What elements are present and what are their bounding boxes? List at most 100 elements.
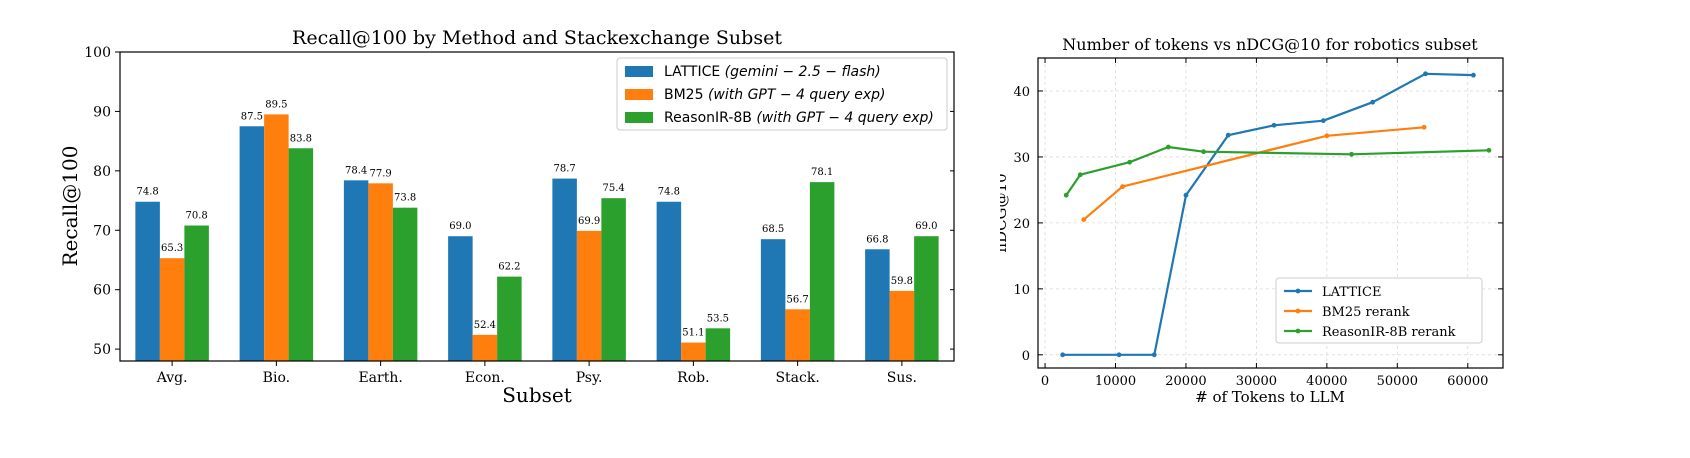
bar-value-label: 52.4 [474,320,496,331]
legend-swatch [625,89,653,100]
line-point-bm25-rerank [1421,124,1427,130]
line-legend-frame [1275,277,1483,344]
bar-lattice [239,126,265,362]
bar-value-label: 74.8 [658,187,680,198]
line-legend-label: ReasonIR-8B rerank [1322,325,1456,340]
bar-reasonir-8b [914,236,939,361]
bar-bm25 [576,230,602,361]
bar-lattice [448,236,473,361]
bar-x-tick-label: Earth. [358,370,402,386]
bar-value-label: 59.8 [891,276,913,287]
bar-reasonir-8b [184,225,209,361]
bar-lattice [865,249,890,361]
bar-value-label: 73.8 [394,193,416,204]
line-point-reasonir-8b-rerank [1201,149,1206,155]
bar-lattice [656,201,682,361]
bar-x-tick-label: Sus. [887,370,917,386]
line-point-reasonir-8b-rerank [1349,151,1354,157]
line-legend-marker [1295,288,1301,294]
line-point-lattice [1060,352,1066,358]
bar-x-axis-label: Subset [502,383,572,407]
bar-value-label: 78.1 [811,167,833,178]
bar-value-label: 66.8 [866,234,888,245]
bar-reasonir-8b [288,148,314,361]
line-point-bm25-rerank [1324,133,1330,139]
line-legend-marker [1295,328,1301,334]
line-y-tick-label: 40 [1013,85,1030,100]
line-series-reasonir-8b-rerank [1065,145,1489,196]
line-point-lattice [1183,192,1189,198]
bar-y-tick-label: 100 [84,45,111,61]
bar-value-label: 77.9 [369,168,391,179]
line-point-lattice [1151,352,1157,358]
bar-bm25 [472,334,498,361]
legend-swatch [625,66,653,77]
bar-value-label: 69.0 [449,221,471,232]
bar-bm25 [889,290,915,361]
bar-x-tick-label: Stack. [775,370,819,386]
line-chart-title: Number of tokens vs nDCG@10 for robotics… [1062,35,1478,54]
line-series-bm25-rerank [1083,126,1425,221]
line-x-tick-label: 30000 [1236,374,1277,389]
bar-y-axis-label: Recall@100 [58,146,82,267]
line-point-reasonir-8b-rerank [1077,172,1083,178]
line-y-tick-label: 20 [1013,217,1030,232]
line-y-axis-label: nDCG@10 [1000,173,1010,252]
bar-x-tick-label: Rob. [677,370,709,386]
bar-value-label: 74.8 [136,187,158,198]
bar-bm25 [785,309,810,361]
line-point-lattice [1225,132,1231,138]
legend-label: ReasonIR-8B (with GPT − 4 query exp) [664,110,934,126]
bar-x-tick-label: Psy. [576,370,603,386]
bar-bm25 [368,183,393,361]
line-point-lattice [1116,352,1122,358]
line-point-lattice [1471,72,1476,78]
legend-swatch [625,112,653,123]
line-y-tick-label: 30 [1013,151,1030,166]
line-point-bm25-rerank [1120,184,1125,190]
line-legend-marker [1295,308,1301,314]
bar-x-tick-label: Bio. [263,370,290,386]
line-point-reasonir-8b-rerank [1486,147,1492,153]
bar-value-label: 68.5 [762,224,784,235]
bar-y-tick-label: 70 [93,223,111,239]
line-legend: LATTICE BM25 rerank ReasonIR-8B rerank [1275,277,1483,344]
bar-lattice [552,178,577,361]
line-legend-label: LATTICE [1322,285,1381,300]
bar-reasonir-8b [705,328,731,361]
line-point-reasonir-8b-rerank [1127,159,1132,165]
legend-label: BM25 (with GPT − 4 query exp) [664,87,886,103]
bar-x-tick-label: Econ. [465,370,505,386]
line-x-tick-label: 40000 [1306,374,1347,389]
bar-value-label: 69.9 [578,216,600,227]
bar-reasonir-8b [809,182,835,361]
line-y-tick-label: 10 [1013,283,1030,298]
bar-reasonir-8b [497,276,522,361]
line-y-tick-label: 0 [1022,349,1030,364]
bar-lattice [760,239,786,361]
bar-lattice [135,201,160,361]
bar-y-tick-label: 90 [93,104,111,120]
recall-bar-chart: Recall@100 by Method and Stackexchange S… [58,27,955,407]
bar-legend: LATTICE (gemini − 2.5 − flash) BM25 (with… [616,57,948,131]
line-series-lattice [1062,72,1474,356]
bar-value-label: 70.8 [185,211,207,222]
line-point-lattice [1370,99,1376,105]
line-x-tick-label: 20000 [1165,374,1206,389]
bar-lattice [343,180,369,361]
bar-value-label: 51.1 [682,328,704,339]
line-x-tick-label: 50000 [1377,374,1418,389]
legend-label: LATTICE (gemini − 2.5 − flash) [664,64,881,80]
bar-x-tick-label: Avg. [156,370,188,386]
bar-value-label: 78.4 [345,165,367,176]
line-point-reasonir-8b-rerank [1165,144,1171,150]
line-point-reasonir-8b-rerank [1063,192,1069,198]
bar-value-label: 62.2 [498,262,520,273]
line-point-bm25-rerank [1081,217,1087,222]
bar-value-label: 75.4 [602,183,624,194]
tokens-line-chart: Number of tokens vs nDCG@10 for robotics… [1000,35,1504,406]
bar-value-label: 83.8 [290,133,312,144]
bar-legend-frame [616,57,948,131]
line-x-tick-label: 60000 [1447,374,1488,389]
line-legend-label: BM25 rerank [1322,305,1410,320]
